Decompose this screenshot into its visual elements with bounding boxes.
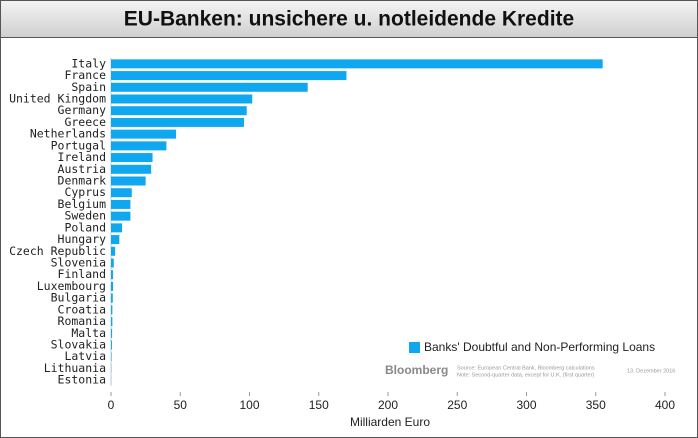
y-tick-label: Germany	[58, 103, 107, 117]
chart-title: EU-Banken: unsichere u. notleidende Kred…	[124, 8, 574, 31]
x-tick-label: 200	[378, 398, 398, 412]
y-tick-label: Spain	[71, 80, 106, 94]
y-tick-label: Cyprus	[64, 185, 106, 199]
bar	[111, 94, 253, 104]
bar	[111, 305, 113, 315]
y-tick-label: Ireland	[58, 150, 106, 164]
y-tick-label: Malta	[71, 326, 106, 340]
bar	[111, 106, 247, 116]
x-tick-label: 300	[516, 398, 536, 412]
title-bar	[0, 0, 698, 38]
y-tick-label: United Kingdom	[9, 92, 106, 106]
y-tick-label: Bulgaria	[51, 291, 106, 305]
y-tick-label: Italy	[71, 56, 106, 70]
legend-label: Banks' Doubtful and Non-Performing Loans	[424, 340, 655, 354]
bar	[111, 164, 152, 174]
bar	[111, 59, 603, 69]
source-brand: Bloomberg	[385, 363, 448, 377]
y-tick-label: Belgium	[58, 197, 107, 211]
x-tick-label: 250	[447, 398, 467, 412]
y-tick-label: Croatia	[58, 302, 106, 316]
bar	[111, 71, 347, 81]
bar	[111, 211, 131, 221]
bar	[111, 117, 244, 127]
legend-swatch	[409, 342, 420, 353]
bar	[111, 340, 112, 350]
y-tick-label: Slovenia	[51, 256, 106, 270]
y-tick-label: France	[64, 68, 106, 82]
bar	[111, 317, 113, 327]
x-tick-label: 400	[655, 398, 675, 412]
source-note: Note: Second-quarter data, except for U.…	[457, 372, 594, 378]
bar	[111, 129, 177, 139]
y-tick-label: Denmark	[58, 174, 107, 188]
y-tick-label: Estonia	[58, 373, 106, 387]
bar	[111, 293, 113, 303]
source-line: Source: European Central Bank, Bloomberg…	[457, 365, 595, 371]
y-tick-label: Netherlands	[30, 127, 106, 141]
bar	[111, 235, 120, 245]
source-date: 13. Dezember 2016	[627, 368, 675, 374]
bar	[111, 82, 308, 92]
y-tick-label: Portugal	[51, 138, 106, 152]
y-tick-label: Poland	[64, 220, 106, 234]
y-tick-label: Czech Republic	[9, 244, 106, 258]
bar	[111, 176, 146, 186]
y-tick-label: Romania	[58, 314, 106, 328]
x-tick-label: 0	[108, 398, 115, 412]
bar	[111, 246, 116, 256]
y-tick-label: Finland	[58, 267, 106, 281]
bar	[111, 352, 112, 362]
x-tick-label: 50	[174, 398, 188, 412]
y-tick-label: Luxembourg	[37, 279, 106, 293]
bar	[111, 258, 114, 268]
bar	[111, 199, 131, 209]
bar	[111, 141, 167, 151]
y-tick-label: Lithuania	[44, 361, 106, 375]
y-tick-label: Austria	[58, 162, 106, 176]
bar	[111, 281, 114, 291]
x-tick-label: 100	[239, 398, 259, 412]
y-tick-label: Latvia	[64, 349, 106, 363]
y-tick-label: Hungary	[58, 232, 107, 246]
bar	[111, 153, 153, 163]
bar	[111, 223, 123, 233]
y-tick-label: Slovakia	[51, 338, 106, 352]
bar	[111, 328, 113, 338]
bar	[111, 188, 132, 198]
x-tick-label: 150	[309, 398, 329, 412]
x-axis-label: Milliarden Euro	[350, 415, 430, 429]
y-tick-label: Greece	[64, 115, 106, 129]
bar	[111, 270, 114, 280]
y-tick-label: Sweden	[64, 209, 106, 223]
x-tick-label: 350	[586, 398, 606, 412]
